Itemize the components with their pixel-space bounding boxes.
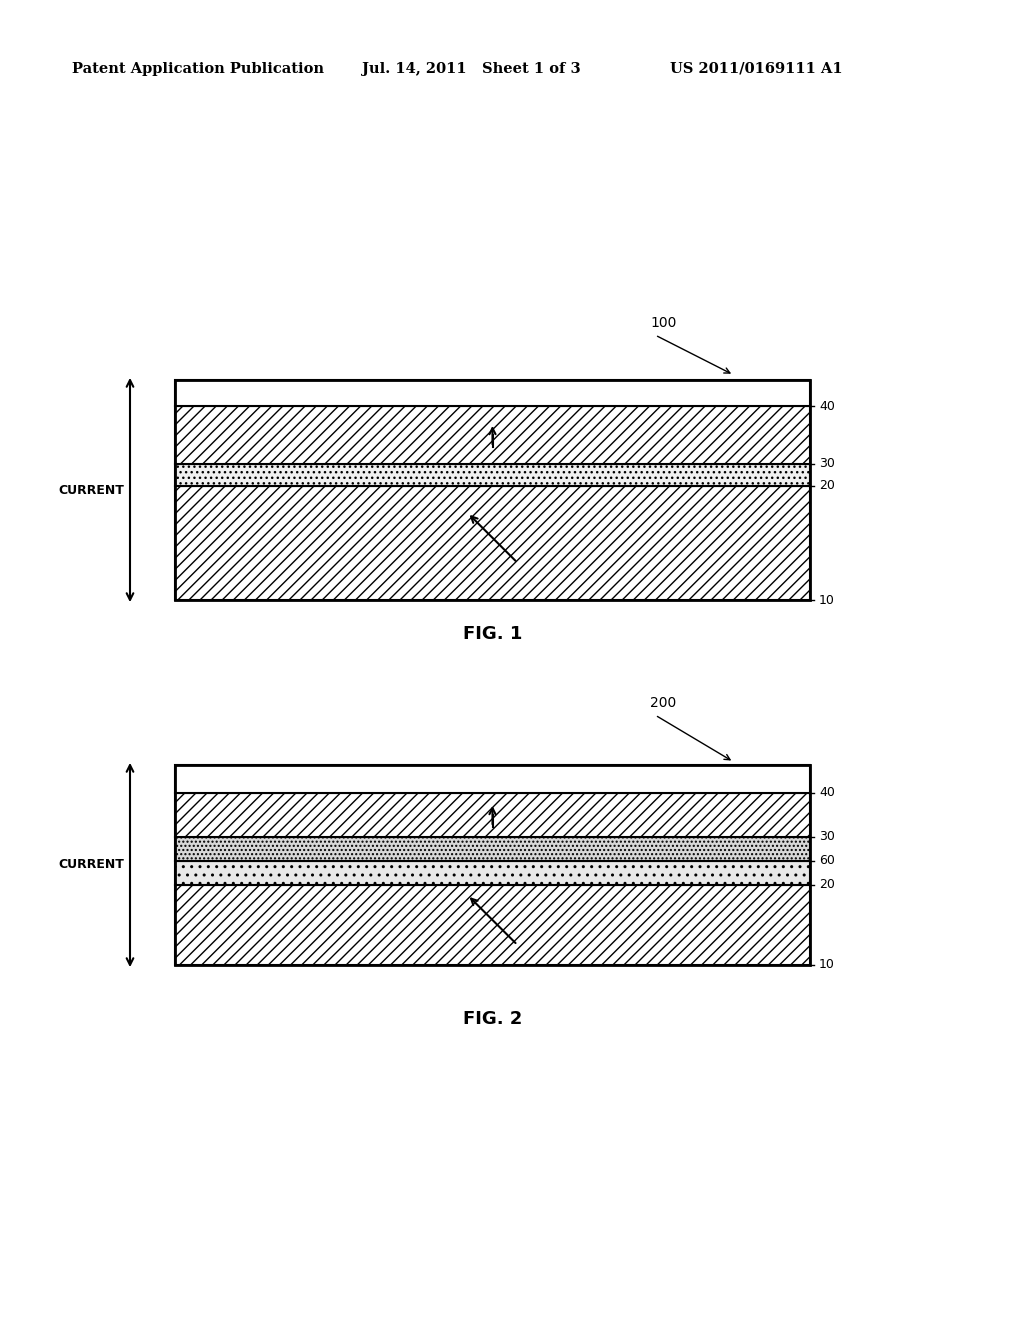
Bar <box>175 380 810 601</box>
Text: 10: 10 <box>819 594 835 606</box>
Text: US 2011/0169111 A1: US 2011/0169111 A1 <box>670 62 843 77</box>
Bar <box>175 766 810 793</box>
Text: 100: 100 <box>650 315 677 330</box>
Text: 40: 40 <box>819 787 835 800</box>
Text: 10: 10 <box>819 958 835 972</box>
Bar <box>175 407 810 463</box>
Text: Patent Application Publication: Patent Application Publication <box>72 62 324 77</box>
Bar <box>175 486 810 601</box>
Text: 20: 20 <box>819 879 835 891</box>
Text: FIG. 2: FIG. 2 <box>463 1010 522 1028</box>
Text: CURRENT: CURRENT <box>58 858 124 871</box>
Bar <box>175 861 810 884</box>
Bar <box>175 766 810 965</box>
Text: 60: 60 <box>819 854 835 867</box>
Bar <box>175 837 810 861</box>
Text: 30: 30 <box>819 457 835 470</box>
Text: 200: 200 <box>650 696 676 710</box>
Bar <box>175 884 810 965</box>
Text: Jul. 14, 2011   Sheet 1 of 3: Jul. 14, 2011 Sheet 1 of 3 <box>362 62 581 77</box>
Text: FIG. 1: FIG. 1 <box>463 624 522 643</box>
Bar <box>175 380 810 407</box>
Bar <box>175 463 810 486</box>
Text: 20: 20 <box>819 479 835 492</box>
Bar <box>175 793 810 837</box>
Text: 30: 30 <box>819 830 835 843</box>
Text: 40: 40 <box>819 400 835 413</box>
Text: CURRENT: CURRENT <box>58 483 124 496</box>
